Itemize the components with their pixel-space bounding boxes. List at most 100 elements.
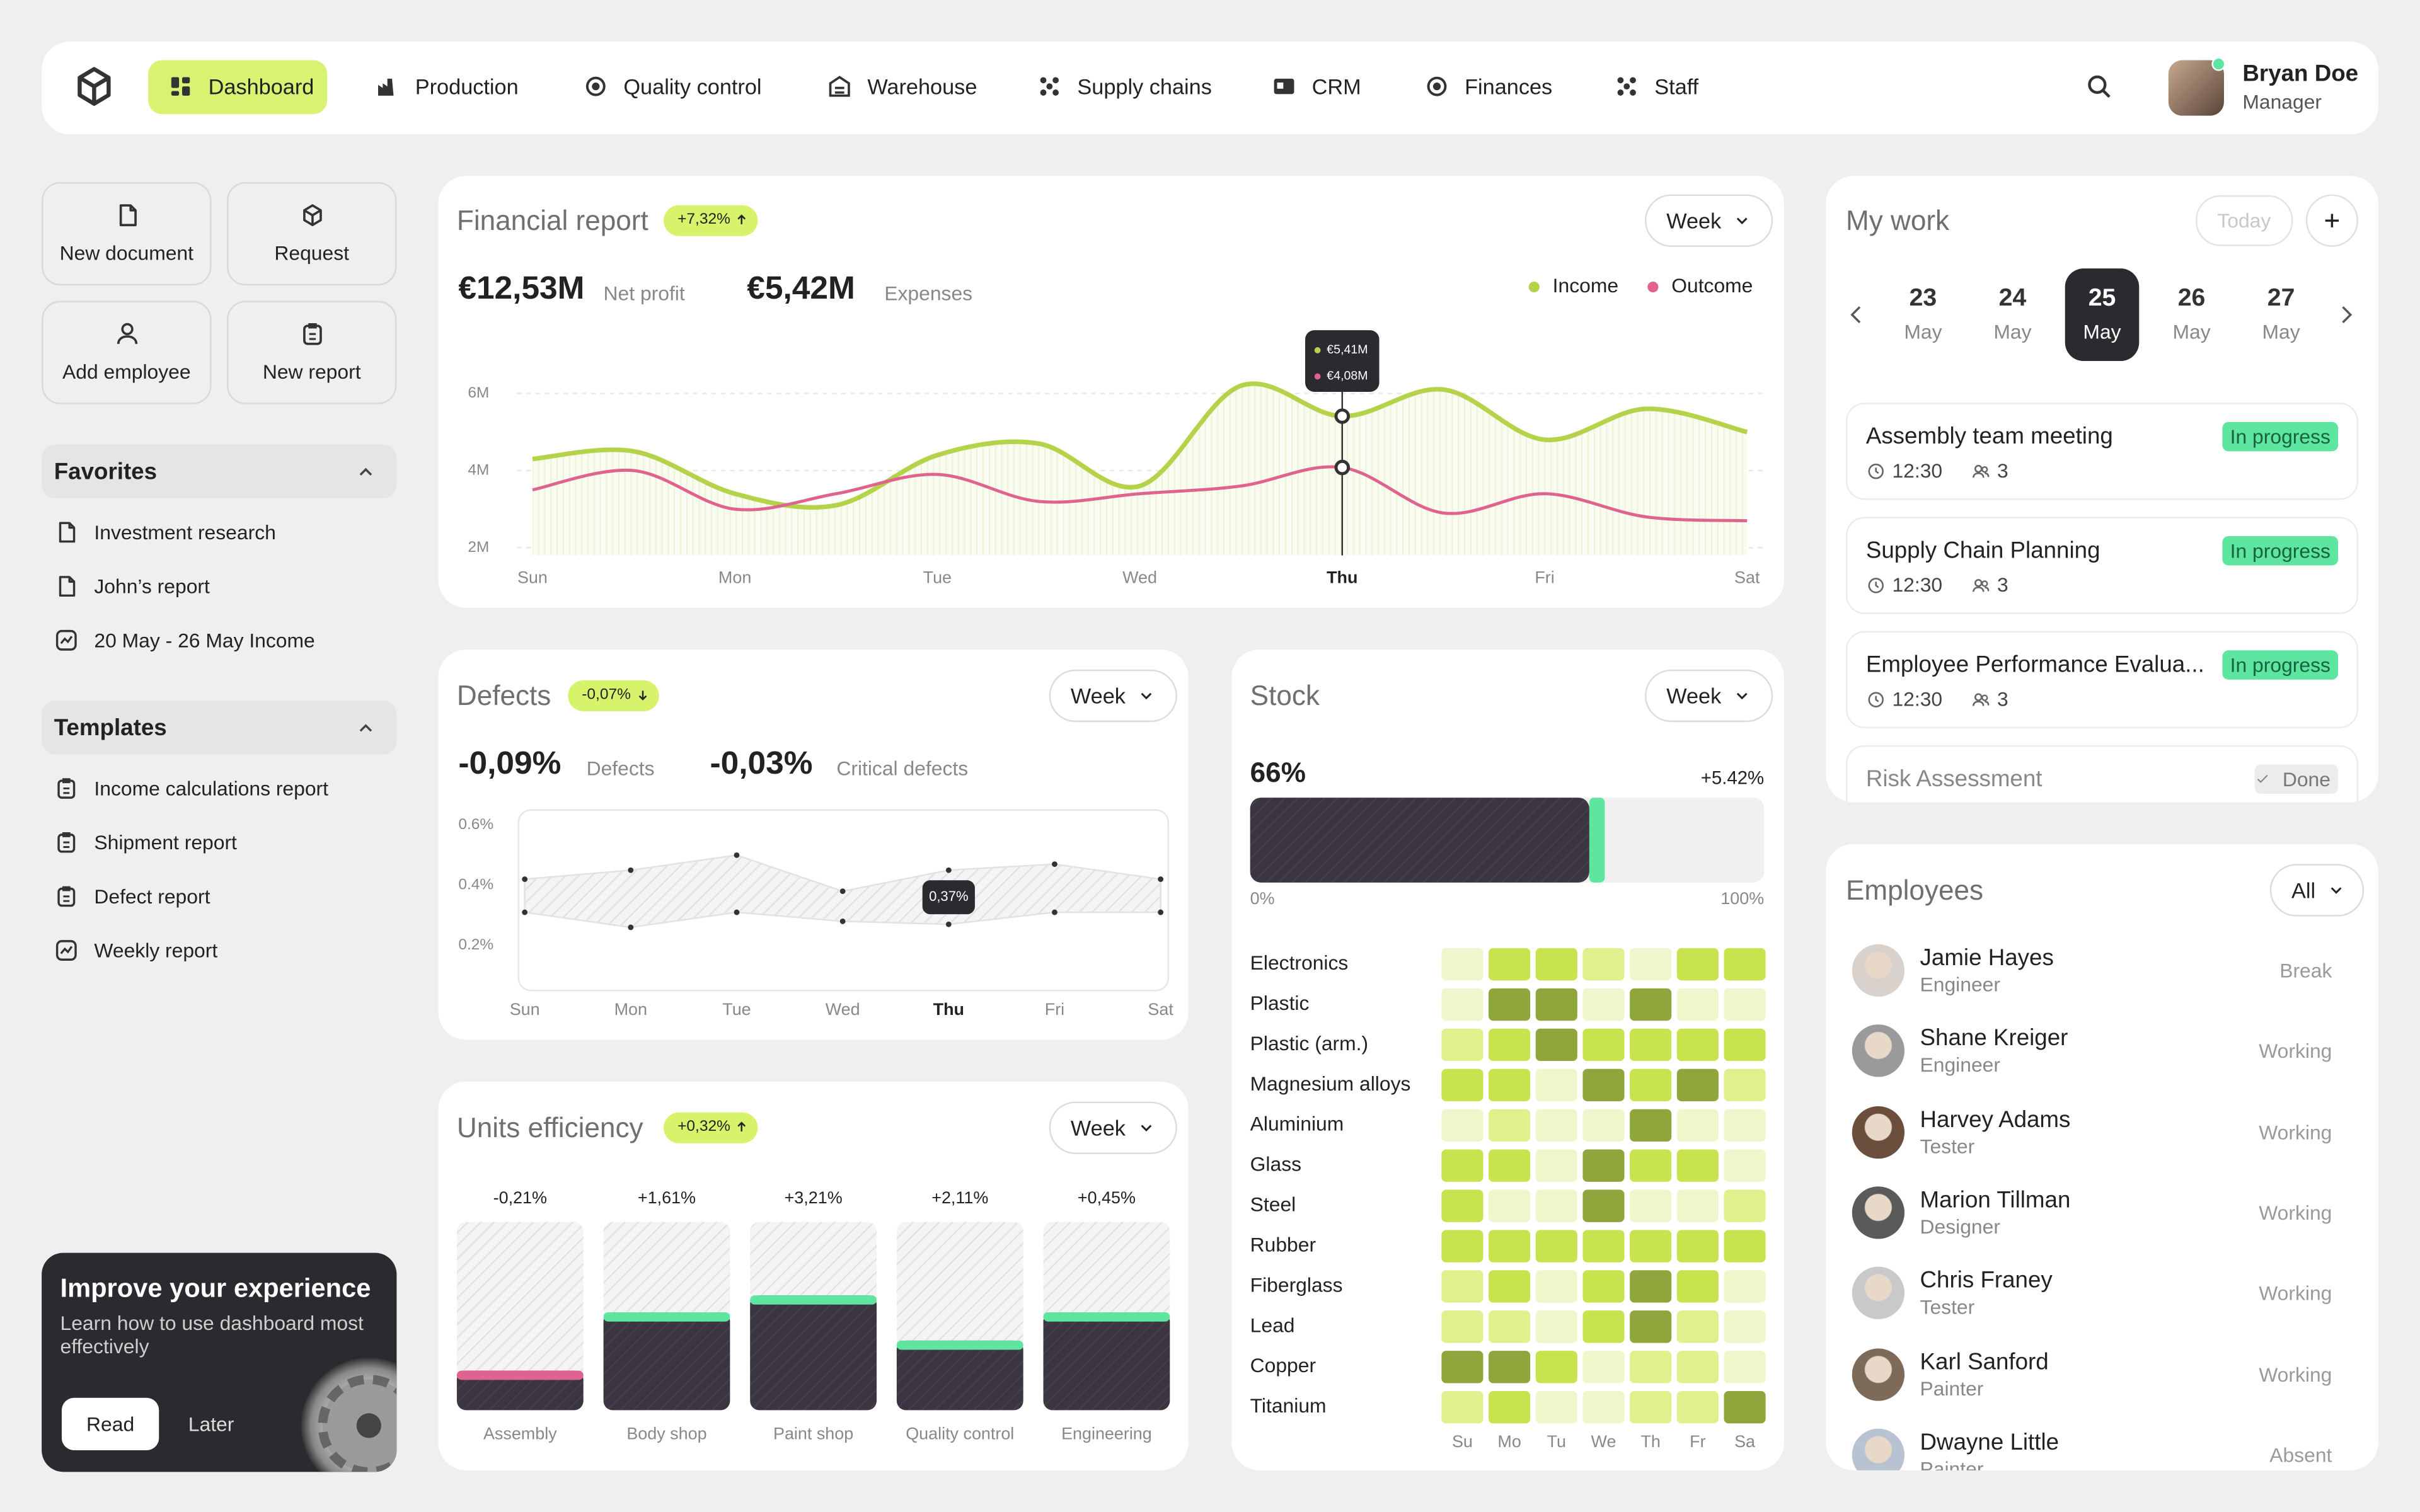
quick-action[interactable]	[227, 301, 397, 404]
quick-action[interactable]	[227, 181, 397, 286]
list-item[interactable]: Defect report	[94, 885, 210, 908]
read-button[interactable]	[61, 1397, 159, 1451]
x-tick-label: Mon	[614, 1000, 647, 1019]
date-day[interactable]: 25	[2088, 285, 2116, 312]
quick-action[interactable]	[42, 181, 212, 286]
nav-item[interactable]: Staff	[1654, 74, 1699, 99]
task-status: In progress	[2222, 650, 2339, 680]
heat-cell	[1582, 1109, 1625, 1142]
icon	[2257, 774, 2268, 783]
heat-cell	[1441, 948, 1484, 981]
point	[628, 924, 634, 931]
later-button[interactable]: Later	[188, 1412, 234, 1436]
task-card[interactable]	[1845, 631, 2359, 728]
quick-action-label[interactable]: New document	[59, 241, 194, 265]
heat-cell	[1535, 1391, 1577, 1424]
period-dropdown[interactable]: Week	[1644, 194, 1773, 247]
bar	[1043, 1312, 1170, 1411]
quick-action-label[interactable]: Add employee	[62, 360, 191, 384]
bar-change-label: +0,45%	[1078, 1188, 1136, 1207]
x-tick-label: Assembly	[483, 1424, 557, 1443]
tooltip-box	[922, 880, 975, 915]
heat-cell	[1582, 1230, 1625, 1263]
employee-status: Working	[2259, 1201, 2332, 1224]
row-label: Steel	[1250, 1193, 1296, 1216]
date-month[interactable]: May	[2083, 320, 2121, 343]
list-item[interactable]: Investment research	[94, 520, 276, 544]
heat-cell	[1676, 1149, 1719, 1182]
row-label: Lead	[1250, 1314, 1295, 1336]
employee-name[interactable]: Chris Franey	[1920, 1268, 2053, 1294]
period-dropdown[interactable]: Week	[1049, 1101, 1177, 1154]
icon	[1140, 692, 1151, 700]
icon	[1736, 217, 1747, 224]
heat-cell	[1676, 1230, 1719, 1263]
kpi-value: -0,03%	[710, 746, 813, 782]
period-dropdown[interactable]: Week	[1049, 669, 1177, 723]
quick-action-label[interactable]: Request	[274, 241, 349, 265]
heat-cell	[1441, 1068, 1484, 1102]
section-header[interactable]	[42, 700, 397, 755]
point	[945, 867, 952, 873]
bar-cap	[1043, 1312, 1170, 1322]
task-card[interactable]	[1845, 745, 2359, 803]
heat-cell	[1724, 1230, 1766, 1263]
kpi-label: Net profit	[603, 281, 685, 305]
list-item[interactable]: Shipment report	[94, 830, 237, 854]
bar	[603, 1312, 730, 1411]
list-item[interactable]: Weekly report	[94, 939, 218, 962]
list-item[interactable]: Income calculations report	[94, 777, 329, 800]
add-button[interactable]	[2305, 194, 2359, 247]
employee-name[interactable]: Jamie Hayes	[1920, 945, 2054, 971]
employee-status: Working	[2259, 1281, 2332, 1305]
date-month[interactable]: May	[2172, 320, 2211, 343]
date-month[interactable]: May	[2262, 320, 2300, 343]
date-month[interactable]: May	[1993, 320, 2032, 343]
heat-cell	[1535, 1351, 1577, 1383]
selected-date[interactable]	[2065, 268, 2140, 362]
date-day[interactable]: 26	[2177, 285, 2206, 312]
kpi-value: €5,42M	[747, 270, 855, 307]
icon	[2330, 887, 2341, 894]
task-card[interactable]	[1845, 403, 2359, 500]
today-button[interactable]: Today	[2196, 195, 2293, 246]
nav-item[interactable]: Finances	[1465, 74, 1553, 99]
date-day[interactable]: 24	[1998, 285, 2027, 312]
heat-cell	[1724, 1109, 1766, 1142]
nav-item[interactable]: Production	[415, 74, 519, 99]
nav-item[interactable]: Dashboard	[208, 74, 314, 99]
employee-role: Tester	[1920, 1134, 1975, 1157]
row-label: Titanium	[1250, 1394, 1327, 1417]
employee-name[interactable]: Dwayne Little	[1920, 1429, 2060, 1456]
quick-action-label[interactable]: New report	[262, 360, 361, 384]
filter-dropdown[interactable]: All	[2269, 864, 2364, 917]
heat-cell	[1630, 988, 1672, 1021]
point	[1052, 861, 1057, 868]
date-day[interactable]: 27	[2267, 285, 2295, 312]
employee-name[interactable]: Shane Kreiger	[1920, 1026, 2068, 1052]
nav-item[interactable]: Supply chains	[1077, 74, 1212, 99]
heat-cell	[1582, 1068, 1625, 1102]
point	[1052, 909, 1057, 915]
nav-item[interactable]: Warehouse	[867, 74, 977, 99]
period-dropdown[interactable]: Week	[1644, 669, 1773, 723]
employee-name[interactable]: Marion Tillman	[1920, 1187, 2071, 1213]
column-label: Mo	[1497, 1432, 1521, 1451]
employee-name[interactable]: Harvey Adams	[1920, 1106, 2071, 1133]
nav-item[interactable]: CRM	[1311, 74, 1361, 99]
quick-action[interactable]	[42, 301, 212, 404]
employee-name[interactable]: Karl Sanford	[1920, 1348, 2049, 1375]
nav-item[interactable]: Quality control	[623, 74, 762, 99]
task-people: 3	[1997, 573, 2008, 597]
heat-cell	[1535, 1109, 1577, 1142]
read-button-label[interactable]: Read	[86, 1412, 135, 1436]
x-tick-label: Sun	[517, 568, 548, 587]
task-card[interactable]	[1845, 517, 2359, 614]
heat-cell	[1441, 1310, 1484, 1343]
date-day[interactable]: 23	[1909, 285, 1937, 312]
list-item[interactable]: 20 May - 26 May Income	[94, 628, 315, 652]
list-item[interactable]: John’s report	[94, 575, 210, 598]
section-header[interactable]	[42, 444, 397, 499]
date-month[interactable]: May	[1904, 320, 1942, 343]
employee-role: Painter	[1920, 1376, 1984, 1400]
